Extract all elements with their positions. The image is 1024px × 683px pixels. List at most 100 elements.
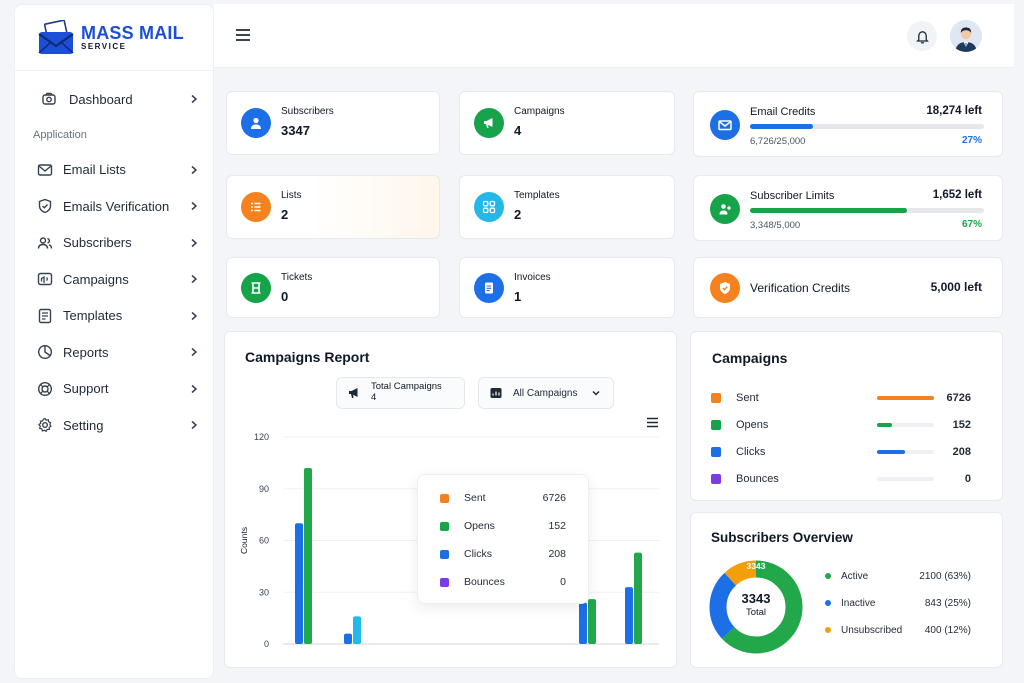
chevron-down-icon — [592, 390, 600, 396]
campaign-filter-dropdown[interactable]: All Campaigns — [478, 377, 614, 409]
chart-bar[interactable] — [344, 633, 352, 644]
tickets-stat-card[interactable]: Tickets 0 — [226, 257, 440, 318]
stat-value: 2 — [281, 207, 289, 222]
subscribers-row-name: Active — [841, 570, 869, 582]
subscribers-row-value: 843 (25%) — [924, 597, 971, 609]
y-axis-label: Counts — [239, 527, 249, 554]
user-icon — [251, 117, 261, 129]
campaign-icon — [37, 273, 53, 286]
subscriber-limits-used: 3,348/5,000 — [750, 220, 801, 231]
lists-stat-card[interactable]: Lists 2 — [226, 175, 440, 239]
sidebar-item-email-lists[interactable]: Email Lists — [15, 152, 213, 189]
y-tick-label: 90 — [259, 484, 269, 494]
campaign-row-bar-fill — [877, 396, 934, 400]
sidebar-item-label: Emails Verification — [63, 198, 170, 214]
campaign-row-name: Clicks — [736, 446, 766, 458]
chart-bar[interactable] — [579, 602, 587, 644]
pie-chart-icon — [37, 345, 53, 360]
stat-value: 4 — [514, 123, 522, 138]
campaign-row-bar — [877, 396, 934, 400]
sidebar-item-emails-verification[interactable]: Emails Verification — [15, 188, 213, 225]
notifications-button[interactable] — [907, 21, 937, 51]
chevron-right-icon — [191, 275, 198, 284]
email-credits-card: Email Credits 18,274 left 6,726/25,000 2… — [693, 91, 1003, 157]
chart-menu-icon[interactable] — [646, 416, 659, 429]
chart-bar[interactable] — [588, 599, 596, 644]
user-avatar[interactable] — [950, 20, 982, 52]
subscribers-overview-title: Subscribers Overview — [711, 530, 853, 545]
chart-bar[interactable] — [295, 523, 303, 644]
verification-credits-title: Verification Credits — [750, 281, 851, 295]
email-credits-progress-fill — [750, 124, 814, 129]
subscribers-row-value: 400 (12%) — [924, 624, 971, 636]
subscribers-row-unsubscribed: Unsubscribed 400 (12%) — [825, 623, 971, 637]
email-credits-title: Email Credits — [750, 106, 816, 118]
verification-credits-left: 5,000 left — [930, 280, 982, 294]
tooltip-series-value: 152 — [548, 520, 566, 532]
total-campaigns-pill: Total Campaigns 4 — [336, 377, 465, 409]
megaphone-icon — [349, 388, 358, 398]
donut-slice-unsubscribed[interactable] — [709, 560, 803, 654]
sidebar-item-campaigns[interactable]: Campaigns — [15, 261, 213, 298]
legend-dot — [825, 573, 831, 579]
sidebar-item-subscribers[interactable]: Subscribers — [15, 225, 213, 262]
campaigns-stat-card[interactable]: Campaigns 4 — [459, 91, 675, 155]
legend-dot — [825, 627, 831, 633]
templates-icon-circle — [474, 192, 504, 222]
campaign-row-value: 6726 — [946, 392, 971, 404]
chevron-right-icon — [191, 95, 198, 104]
shield-check-icon — [720, 282, 730, 294]
legend-swatch — [711, 474, 721, 484]
legend-swatch — [440, 493, 449, 503]
templates-stat-card[interactable]: Templates 2 — [459, 175, 675, 239]
email-credits-progress — [750, 124, 984, 129]
stat-value: 2 — [514, 207, 522, 222]
users-icon — [37, 237, 53, 249]
verification-credits-card: Verification Credits 5,000 left — [693, 257, 1003, 318]
subscriber-limits-percent: 67% — [961, 219, 982, 230]
chart-bar[interactable] — [304, 468, 312, 644]
sidebar: MASS MAIL SERVICE Dashboard Application … — [14, 4, 214, 679]
donut-slice-inactive[interactable] — [709, 560, 803, 654]
sidebar-item-setting[interactable]: Setting — [15, 407, 213, 444]
sidebar-item-dashboard[interactable]: Dashboard — [15, 81, 213, 118]
tooltip-row-sent: Sent 6726 — [440, 490, 566, 506]
sidebar-section-label: Application — [33, 128, 87, 141]
tooltip-row-clicks: Clicks 208 — [440, 546, 566, 562]
sidebar-item-reports[interactable]: Reports — [15, 334, 213, 371]
chevron-right-icon — [191, 202, 198, 211]
sidebar-item-label: Dashboard — [69, 91, 133, 107]
stat-label: Campaigns — [514, 106, 565, 117]
chart-bar[interactable] — [625, 587, 633, 644]
tickets-icon-circle — [241, 272, 271, 303]
subscribers-row-inactive: Inactive 843 (25%) — [825, 596, 971, 610]
chevron-right-icon — [191, 311, 198, 320]
hamburger-menu-icon[interactable] — [234, 26, 252, 44]
invoices-stat-card[interactable]: Invoices 1 — [459, 257, 675, 318]
sidebar-item-templates[interactable]: Templates — [15, 298, 213, 335]
subscribers-stat-card[interactable]: Subscribers 3347 — [226, 91, 440, 155]
invoice-icon — [485, 282, 493, 293]
chevron-right-icon — [191, 238, 198, 247]
legend-swatch — [711, 447, 721, 457]
campaign-row-opens: Opens 152 — [711, 417, 971, 433]
subscribers-row-name: Inactive — [841, 597, 876, 609]
total-campaigns-label: Total Campaigns — [371, 381, 442, 393]
chevron-right-icon — [191, 165, 198, 174]
sidebar-item-label: Setting — [63, 417, 104, 433]
legend-swatch — [440, 521, 449, 531]
campaign-filter-value: All Campaigns — [513, 387, 578, 399]
shield-check-icon — [38, 199, 52, 214]
stat-value: 0 — [281, 289, 289, 304]
chart-bar[interactable] — [353, 616, 361, 644]
brand-logo[interactable]: MASS MAIL SERVICE — [15, 5, 213, 71]
dashboard-icon — [42, 93, 56, 105]
y-tick-label: 120 — [254, 432, 269, 442]
campaign-row-name: Opens — [736, 419, 769, 431]
subscriber-limits-icon-circle — [710, 194, 740, 224]
megaphone-icon — [484, 118, 493, 128]
tooltip-series-value: 208 — [548, 548, 566, 560]
subscribers-row-name: Unsubscribed — [841, 624, 903, 636]
chart-bar[interactable] — [634, 552, 642, 644]
sidebar-item-support[interactable]: Support — [15, 371, 213, 408]
